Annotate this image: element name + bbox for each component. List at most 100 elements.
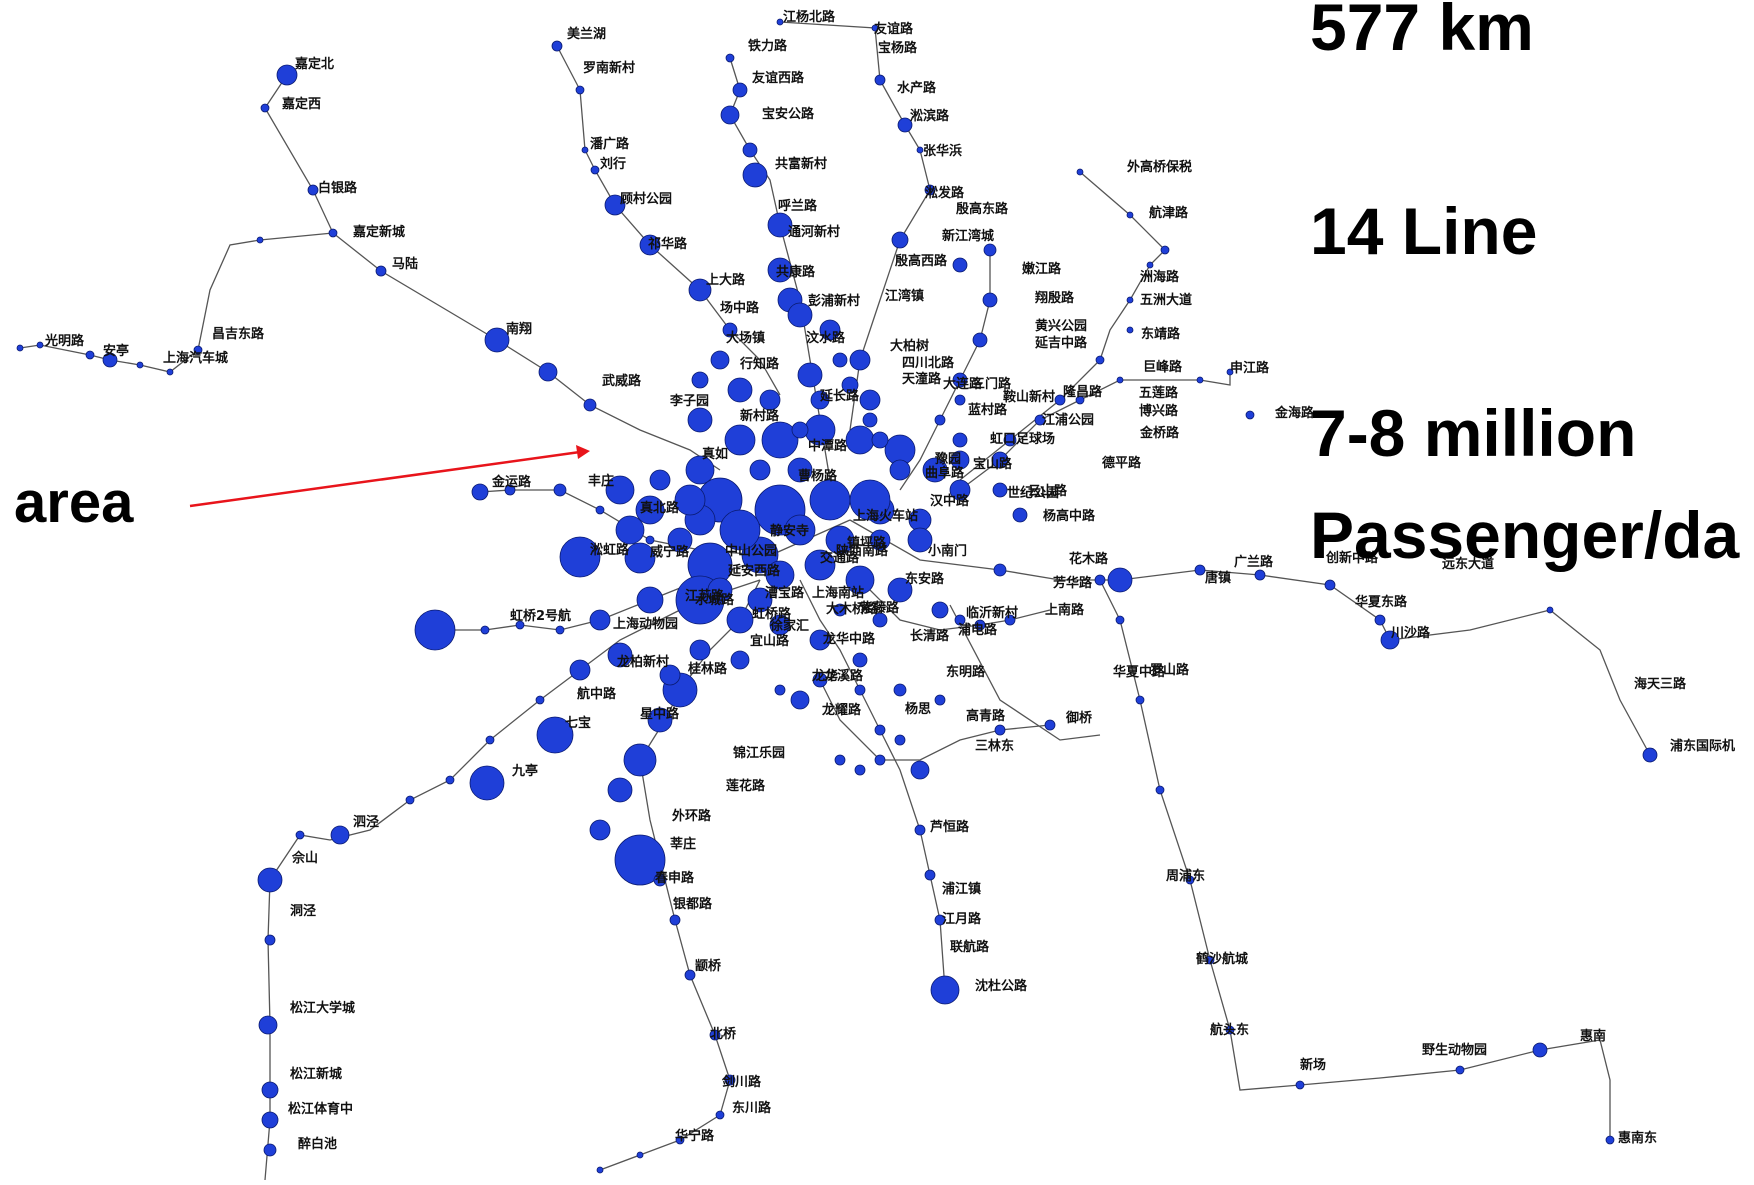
station-marker [809,629,831,651]
station-marker [825,525,855,555]
station-marker [897,117,913,133]
station-label: 延长路 [819,388,860,404]
station-marker [328,228,338,238]
station-marker [774,684,786,696]
station-label: 三门路 [972,376,1012,392]
station-marker [515,620,525,630]
station-marker [535,695,545,705]
station-marker [934,914,946,926]
station-marker [581,146,589,154]
station-marker [1245,410,1255,420]
station-label: 博兴路 [1139,403,1179,419]
station-label: 紫藤路 [860,600,900,616]
station-label: 金海路 [1274,405,1315,421]
station-marker [647,707,673,733]
station-label: 五莲路 [1139,385,1179,401]
station-marker [589,609,611,631]
station-marker [719,509,761,551]
station-marker [891,231,909,249]
station-marker [669,914,681,926]
station-label: 汶水路 [806,330,846,346]
station-marker [747,587,773,613]
station-label: 友谊西路 [752,70,805,86]
station-label: 惠南东 [1618,1130,1657,1146]
station-label: 德平路 [1102,455,1142,471]
station-label: 安亭 [103,343,129,359]
station-marker [1194,564,1206,576]
station-label: 东安路 [905,571,945,587]
station-label: 美兰湖 [567,26,606,42]
station-marker [974,619,986,631]
station-marker [727,377,753,403]
station-label: 嫩江路 [1022,261,1062,277]
station-label: 淞滨路 [910,108,950,124]
station-label: 上海南站 [812,585,864,601]
line-11-south [949,604,1101,741]
station-label: 海天三路 [1634,676,1687,692]
station-label: 漕宝路 [765,585,805,601]
station-marker [1532,1042,1548,1058]
station-marker [769,614,791,636]
station-marker [907,527,933,553]
station-label: 华夏中路 [1113,664,1166,680]
station-label: 四川北路 [902,355,955,371]
station-marker [687,407,713,433]
station-marker [667,527,693,553]
station-label: 莲花路 [726,778,766,794]
station-marker [1226,368,1234,376]
station-marker [1642,747,1658,763]
station-marker [260,103,270,113]
station-marker [261,1081,279,1099]
station-marker [993,563,1007,577]
station-marker [649,469,671,491]
station-marker [934,414,946,426]
station-marker [720,105,740,125]
station-label: 罗山路 [1150,662,1190,678]
station-marker [887,577,913,603]
station-label: 上南路 [1045,602,1085,618]
station-marker [615,515,645,545]
station-marker [559,536,601,578]
station-marker [924,869,936,881]
line-8-south [799,579,946,991]
station-marker [1160,245,1170,255]
line-3-north [779,21,931,431]
station-marker [790,690,810,710]
station-marker [983,243,997,257]
station-label: 沈杜公路 [975,978,1028,994]
station-marker [767,212,793,238]
station-marker [742,162,768,188]
station-marker [484,327,510,353]
station-label: 杨高中路 [1043,508,1096,524]
station-label: 洲海路 [1140,269,1180,285]
station-marker [471,483,489,501]
station-marker [688,278,712,302]
station-marker [849,479,891,521]
station-label: 延安西路 [727,563,781,579]
station-marker [1115,615,1125,625]
stat-ridership-1: 7-8 million [1310,396,1637,470]
station-label: 大场镇 [726,330,765,346]
station-marker [635,495,665,525]
station-label: 镇坪路 [847,535,887,551]
station-marker [852,652,868,668]
station-marker [375,265,387,277]
station-label: 云山路 [1028,483,1068,499]
station-marker [1095,355,1105,365]
station-marker [1455,1065,1465,1075]
station-marker [645,535,655,545]
station-marker [295,830,305,840]
station-marker [992,482,1008,498]
station-marker [504,484,516,496]
station-label: 星中路 [640,706,680,722]
stat-length: 577 km [1310,0,1534,64]
station-marker [893,683,907,697]
station-marker [330,825,350,845]
station-marker [1605,1135,1615,1145]
station-marker [485,735,495,745]
station-marker [538,362,558,382]
station-marker [1116,376,1124,384]
station-marker [1374,614,1386,626]
station-label: 曲阜路 [925,465,965,481]
